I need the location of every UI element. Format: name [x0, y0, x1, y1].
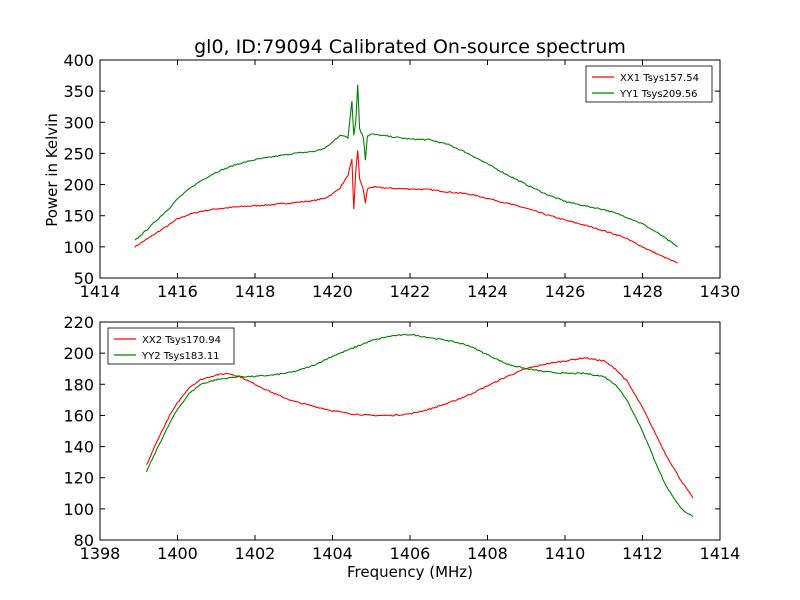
y-tick-label: 250	[63, 144, 94, 163]
x-tick-label: 1426	[545, 282, 586, 301]
x-tick-label: 1420	[312, 282, 353, 301]
y-tick-label: 300	[63, 113, 94, 132]
y-tick-label: 160	[63, 406, 94, 425]
x-tick-label: 1418	[235, 282, 276, 301]
y-tick-label: 200	[63, 344, 94, 363]
series-line-2	[145, 333, 694, 518]
x-tick-label: 1422	[390, 282, 431, 301]
x-tick-label: 1406	[390, 544, 431, 563]
x-tick-label: 1424	[467, 282, 508, 301]
y-tick-label: 140	[63, 438, 94, 457]
legend-box	[585, 65, 713, 103]
x-tick-label: 1408	[467, 544, 508, 563]
y-tick-label: 50	[74, 269, 94, 288]
series-line-1	[146, 356, 694, 499]
legend-entry: XX1 Tsys157.54	[620, 73, 699, 84]
series-line-2	[134, 84, 678, 248]
y-tick-label: 180	[63, 375, 94, 394]
legend-entry: XX2 Tsys170.94	[142, 335, 221, 346]
x-tick-label: 1428	[622, 282, 663, 301]
x-tick-label: 1404	[312, 544, 353, 563]
legend-entry: YY1 Tsys209.56	[619, 89, 698, 100]
x-tick-label: 1400	[157, 544, 198, 563]
y-tick-label: 100	[63, 500, 94, 519]
top-ylabel: Power in Kelvin	[43, 113, 61, 227]
x-tick-label: 1412	[622, 544, 663, 563]
legend-entry: YY2 Tsys183.11	[141, 351, 220, 362]
y-tick-label: 200	[63, 176, 94, 195]
figure-title: gl0, ID:79094 Calibrated On-source spect…	[194, 36, 626, 58]
top-subplot: 1414 1416 1418 1420 1422 1424 1426 1428 1430 50 10…	[63, 51, 740, 301]
x-tick-label: 1430	[700, 282, 741, 301]
x-tick-label: 1414	[80, 282, 121, 301]
x-tick-label: 1410	[545, 544, 586, 563]
y-tick-label: 220	[63, 313, 94, 332]
x-tick-label: 1416	[157, 282, 198, 301]
bottom-xlabel: Frequency (MHz)	[347, 563, 473, 581]
y-tick-label: 400	[63, 51, 94, 70]
legend: XX2 Tsys170.94 YY2 Tsys183.11	[107, 327, 235, 365]
legend: XX1 Tsys157.54 YY1 Tsys209.56	[585, 65, 713, 103]
y-tick-label: 100	[63, 238, 94, 257]
y-tick-label: 350	[63, 82, 94, 101]
y-tick-label: 80	[74, 531, 94, 550]
y-tick-label: 150	[63, 207, 94, 226]
y-tick-label: 120	[63, 469, 94, 488]
x-tick-label: 1414	[700, 544, 741, 563]
x-tick-label: 1398	[80, 544, 121, 563]
series-line-1	[134, 150, 678, 264]
legend-box	[107, 327, 235, 365]
bottom-subplot: 1398 1400 1402 1404 1406 1408 1410 1412 1414 80 10…	[63, 313, 740, 563]
x-tick-label: 1402	[235, 544, 276, 563]
